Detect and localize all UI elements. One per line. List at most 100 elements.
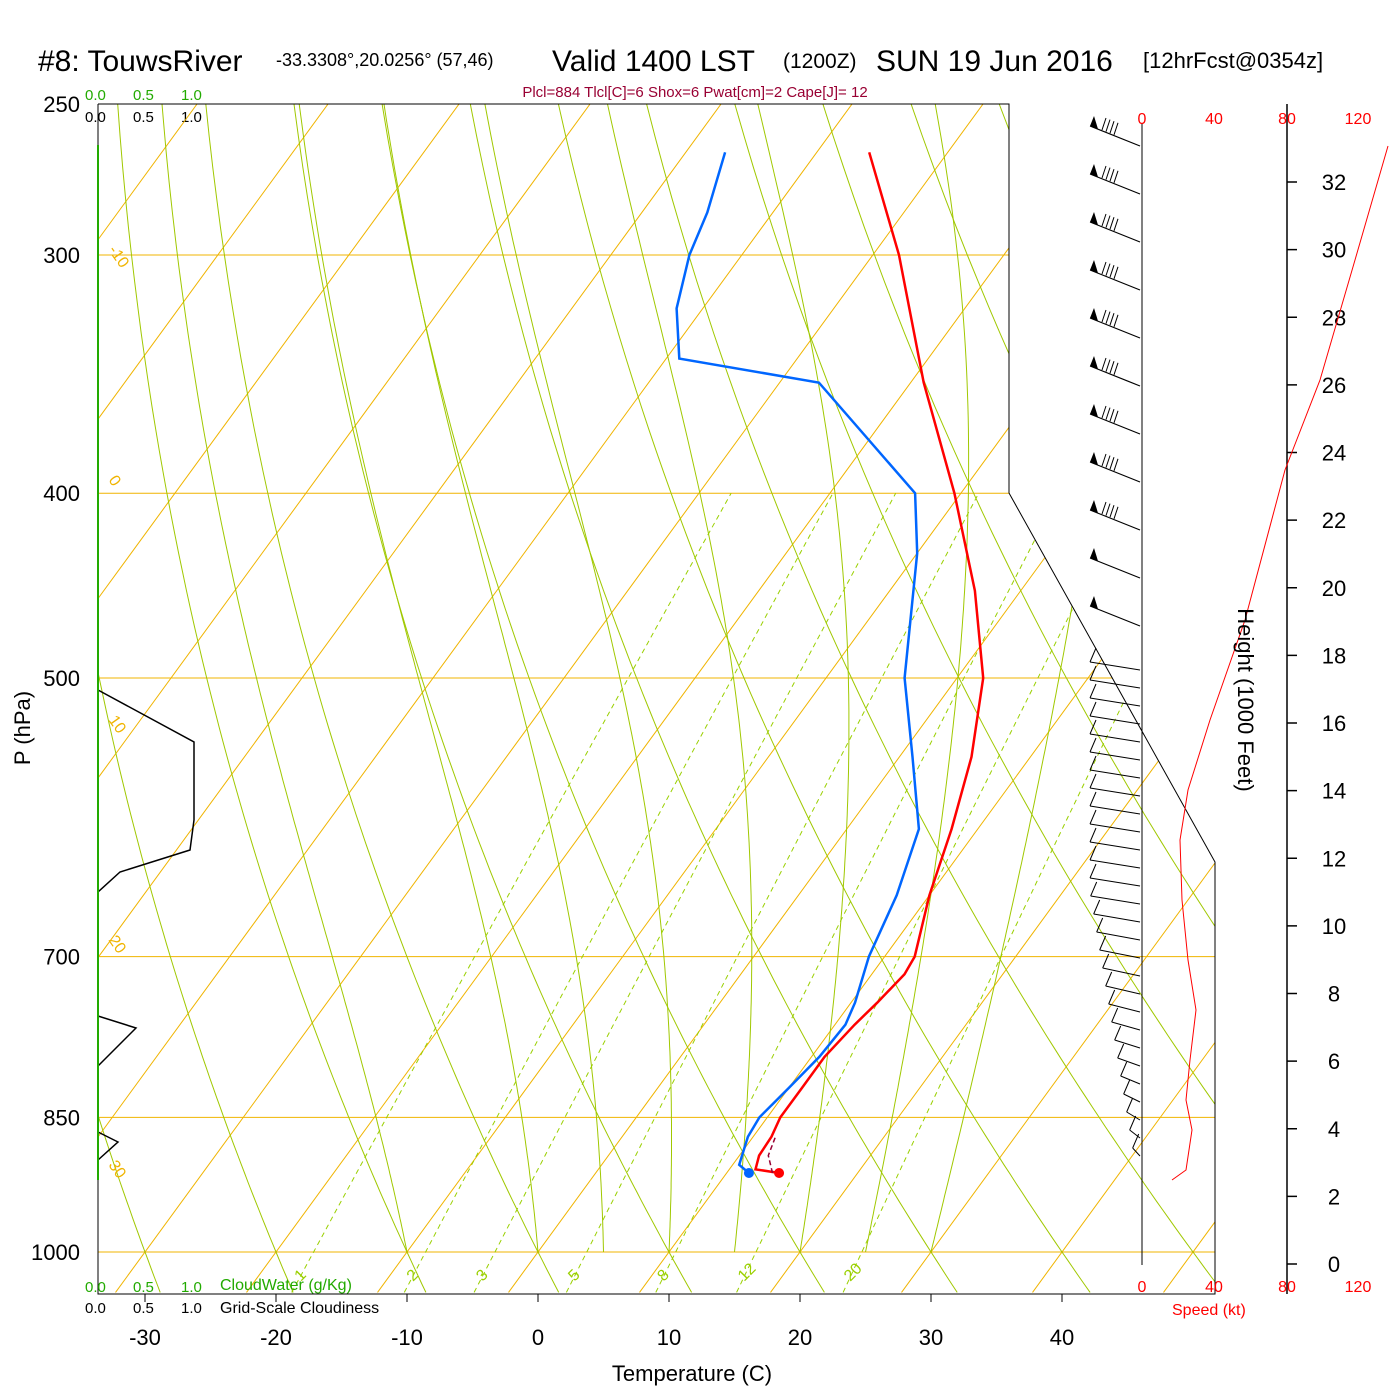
isotherm-line (98, 104, 616, 1293)
bottom-green-scale-0: 0.0 (85, 1279, 106, 1296)
wind-barb (1089, 605, 1141, 627)
wind-barb (1111, 1021, 1141, 1031)
wind-feather (1109, 265, 1115, 278)
isotherm-line (639, 104, 1215, 1293)
wind-feather (1126, 1097, 1134, 1113)
isotherm-line (98, 104, 485, 1293)
top-black-scale-1: 0.5 (133, 109, 154, 126)
wind-barb (1089, 413, 1141, 435)
isotherm-line (115, 104, 1009, 1293)
speed-top-tick-0: 0 (1138, 111, 1147, 128)
height-tick-30: 30 (1322, 238, 1346, 263)
wind-feather (1089, 755, 1097, 771)
wind-barb (1089, 805, 1141, 815)
height-tick-32: 32 (1322, 170, 1346, 195)
wind-feather (1113, 362, 1119, 375)
wind-feather (1101, 357, 1107, 371)
mixing-ratio-label: 20 (841, 1260, 866, 1285)
mixing-ratio-label: 12 (735, 1260, 760, 1285)
wind-feather (1113, 410, 1119, 423)
speed-bottom-tick-40: 40 (1205, 1279, 1223, 1296)
wind-feather (1105, 263, 1111, 276)
wind-feather (1111, 1007, 1119, 1023)
wind-barb (1089, 877, 1141, 887)
wind-feather (1113, 458, 1119, 471)
mixing-ratio-line (736, 492, 1132, 1293)
temp-tick-20: 20 (788, 1325, 812, 1350)
profile-temperature (753, 151, 985, 1175)
moist-adiabat (865, 104, 970, 1253)
wind-barb (1108, 1003, 1141, 1013)
wind-feather (1089, 683, 1097, 699)
wind-pennant (1090, 212, 1098, 225)
mixing-ratio-label: 2 (404, 1266, 422, 1284)
wind-pennant (1090, 404, 1098, 417)
moist-adiabat (298, 104, 539, 1253)
wind-feather (1113, 506, 1119, 519)
temp-tick--10: -10 (391, 1325, 423, 1350)
wind-barb (1089, 173, 1141, 195)
height-tick-6: 6 (1328, 1049, 1340, 1074)
top-green-scale-2: 1.0 (181, 87, 202, 104)
wind-feather (1113, 266, 1119, 279)
x-axis-title: Temperature (C) (612, 1361, 772, 1386)
wind-barb (1089, 787, 1141, 797)
wind-feather (1089, 719, 1097, 735)
speed-axis-label: Speed (kt) (1172, 1302, 1246, 1319)
wind-feather (1105, 359, 1111, 372)
speed-top-tick-120: 120 (1345, 111, 1372, 128)
wind-barb (1089, 365, 1141, 387)
dry-adiabat (1160, 104, 1215, 1293)
isotherm-label: 30 (105, 1158, 129, 1182)
wind-barb (1120, 1075, 1141, 1085)
wind-feather (1108, 989, 1116, 1005)
wind-pennant (1090, 164, 1098, 177)
wind-barb (1096, 931, 1141, 941)
wind-feather (1113, 170, 1119, 183)
speed-bottom-tick-120: 120 (1345, 1279, 1372, 1296)
wind-speed-line (1171, 145, 1389, 1181)
wind-barb (1099, 949, 1141, 959)
wind-pennant (1090, 308, 1098, 321)
valid-time: Valid 1400 LST (552, 45, 755, 78)
wind-feather (1132, 1133, 1140, 1149)
wind-barb (1089, 461, 1141, 483)
bottom-black-scale-2: 1.0 (181, 1300, 202, 1317)
wind-barb (1129, 1129, 1141, 1139)
height-tick-18: 18 (1322, 643, 1346, 668)
wind-feather (1101, 213, 1107, 227)
wind-barb (1114, 1039, 1141, 1049)
wind-feather (1120, 1061, 1128, 1077)
isotherm-label: 10 (1042, 502, 1080, 540)
isotherm-line (1032, 104, 1215, 1293)
height-tick-20: 20 (1322, 576, 1346, 601)
moist-adiabat (484, 104, 672, 1253)
isotherm-line (508, 104, 1215, 1293)
wind-pennant (1090, 452, 1098, 465)
wind-feather (1109, 409, 1115, 422)
bottom-green-scale-2: 1.0 (181, 1279, 202, 1296)
speed-bottom-tick-80: 80 (1278, 1279, 1296, 1296)
height-tick-24: 24 (1322, 441, 1346, 466)
wind-feather (1113, 218, 1119, 231)
wind-feather (1109, 361, 1115, 374)
wind-barb (1090, 895, 1141, 905)
wind-feather (1114, 1025, 1122, 1041)
moist-adiabat (161, 104, 408, 1253)
dry-adiabat (98, 104, 161, 1293)
wind-barb (1105, 985, 1141, 995)
wind-barbs (1089, 116, 1141, 1157)
dry-adiabat (637, 104, 1215, 1293)
isotherm-line (98, 104, 747, 1293)
pressure-tick-1000: 1000 (31, 1240, 80, 1265)
speed-top-tick-40: 40 (1205, 111, 1223, 128)
wind-barb (1089, 841, 1141, 851)
temp-tick-40: 40 (1050, 1325, 1074, 1350)
isotherm-line (1295, 70, 1400, 1292)
moist-adiabat (607, 104, 753, 1253)
isotherm-line (98, 104, 354, 1293)
dry-adiabat (376, 104, 825, 1293)
top-black-scale-0: 0.0 (85, 109, 106, 126)
wind-barb (1089, 859, 1141, 869)
